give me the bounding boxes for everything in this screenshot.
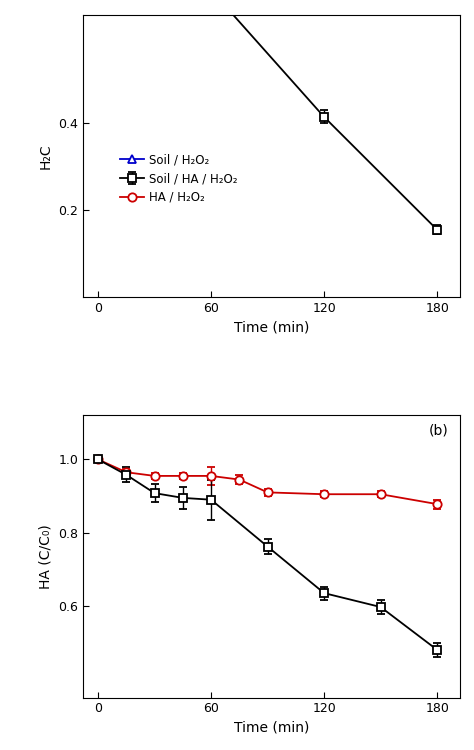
X-axis label: Time (min): Time (min) bbox=[234, 320, 309, 334]
X-axis label: Time (min): Time (min) bbox=[234, 721, 309, 735]
Y-axis label: H₂C: H₂C bbox=[39, 143, 53, 169]
Y-axis label: HA (C/C₀): HA (C/C₀) bbox=[38, 524, 53, 589]
Text: (b): (b) bbox=[428, 424, 448, 438]
Legend: Soil / H₂O₂, Soil / HA / H₂O₂, HA / H₂O₂: Soil / H₂O₂, Soil / HA / H₂O₂, HA / H₂O₂ bbox=[115, 148, 243, 208]
